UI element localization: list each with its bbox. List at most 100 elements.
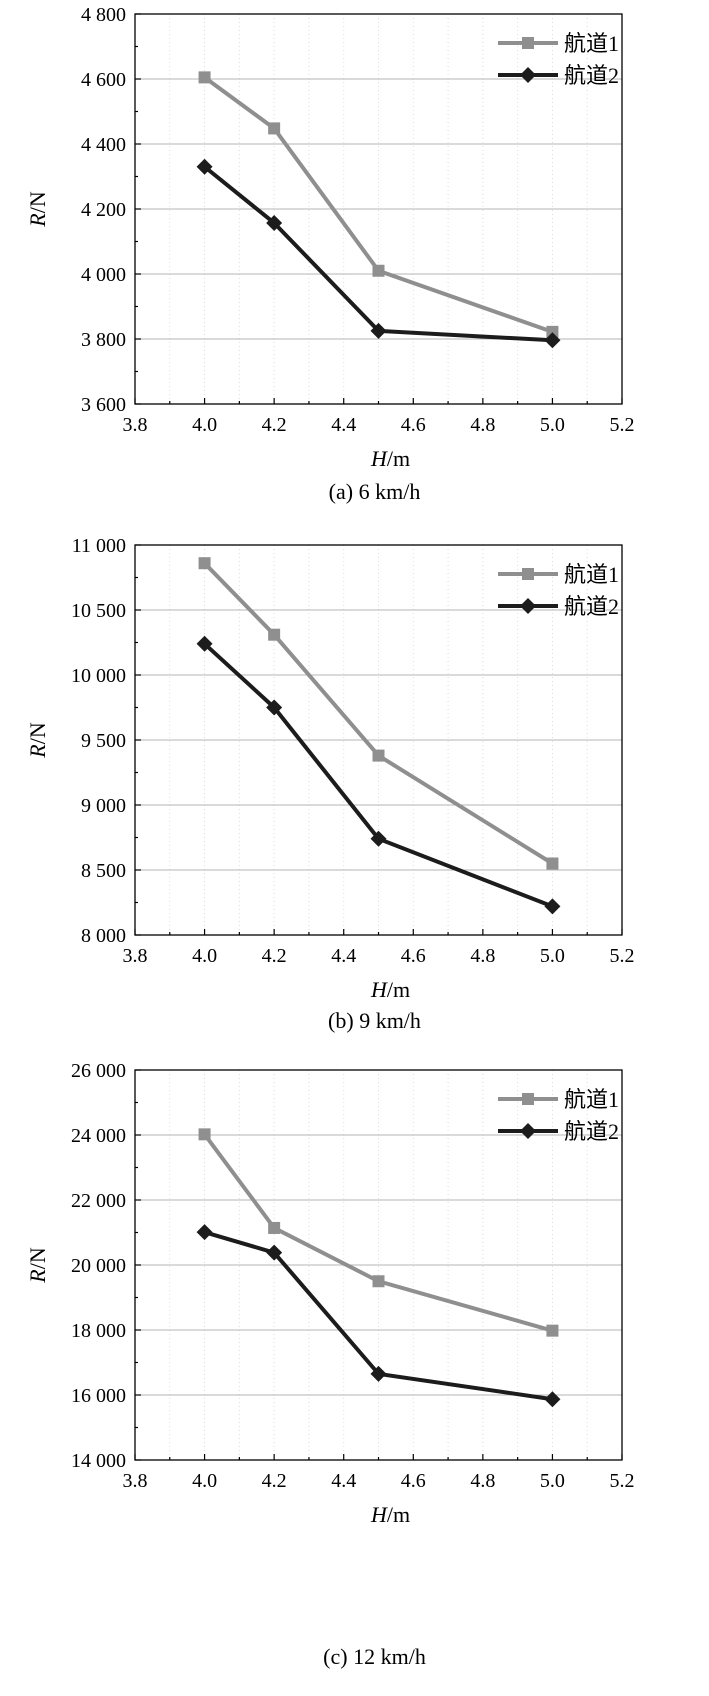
x-axis-label-variable: H [370, 446, 388, 471]
series-line-2 [204, 1230, 553, 1402]
x-tick-label: 4.4 [331, 414, 356, 436]
legend-marker-diamond [520, 67, 536, 83]
data-point-diamond [196, 635, 213, 652]
chart-caption: (b) 9 km/h [328, 1008, 421, 1033]
y-tick-label: 16 000 [71, 1385, 126, 1407]
legend-item-2: 航道2 [498, 63, 619, 88]
data-point-square [372, 264, 385, 277]
chart-caption: (c) 12 km/h [323, 1644, 426, 1669]
legend-label: 航道1 [564, 1087, 619, 1112]
y-tick-label: 3 800 [81, 329, 126, 351]
y-tick-label: 11 000 [72, 535, 126, 557]
data-point-diamond [266, 214, 283, 231]
y-tick-label: 10 000 [71, 665, 126, 687]
series-line-2 [203, 165, 553, 343]
legend-item-1: 航道1 [498, 562, 619, 587]
series-line-1 [203, 561, 554, 866]
y-axis-label-variable: R [25, 1269, 50, 1284]
y-tick-label: 9 000 [81, 795, 126, 817]
data-point-square [372, 1275, 385, 1288]
legend-item-1: 航道1 [498, 31, 619, 56]
x-axis-label: H/m [370, 977, 410, 1002]
data-point-square [372, 749, 385, 762]
x-axis-label-unit: /m [387, 446, 410, 471]
legend-item-2: 航道2 [498, 1119, 619, 1144]
x-tick-label: 5.2 [610, 1470, 635, 1492]
y-tick-label: 4 400 [81, 134, 126, 156]
y-axis-label: R/N [25, 722, 50, 759]
data-point-square [198, 1128, 211, 1141]
data-point-diamond [544, 1391, 561, 1408]
x-tick-label: 4.2 [262, 414, 287, 436]
y-axis-label-unit: /N [25, 722, 50, 744]
legend-item-1: 航道1 [498, 1087, 619, 1112]
x-axis-label: H/m [370, 1502, 410, 1527]
data-point-square [546, 1324, 559, 1337]
y-tick-label: 9 500 [81, 730, 126, 752]
y-tick-label: 26 000 [71, 1060, 126, 1082]
data-point-diamond [370, 830, 387, 847]
legend-label: 航道1 [564, 31, 619, 56]
y-axis-label-variable: R [25, 744, 50, 759]
y-tick-label: 4 000 [81, 264, 126, 286]
y-tick-label: 24 000 [71, 1125, 126, 1147]
x-tick-label: 4.0 [192, 945, 217, 967]
y-axis-label-unit: /N [25, 191, 50, 213]
data-point-diamond [544, 898, 561, 915]
y-axis-label-unit: /N [25, 1247, 50, 1269]
x-tick-label: 4.4 [331, 945, 356, 967]
x-axis-label-unit: /m [387, 977, 410, 1002]
x-tick-label: 4.4 [331, 1470, 356, 1492]
y-tick-label: 3 600 [81, 394, 126, 416]
legend-marker-square [522, 1093, 534, 1105]
y-tick-label: 4 200 [81, 199, 126, 221]
chart-panel-1: 3.8 4.0 4.2 4.4 4.6 4.8 5.0 5.2 3 600 3 800 4 000 4… [25, 4, 635, 504]
y-tick-label: 8 500 [81, 860, 126, 882]
legend-marker-diamond [520, 598, 536, 614]
legend-label: 航道2 [564, 594, 619, 619]
y-axis-label: R/N [25, 191, 50, 228]
y-tick-label: 22 000 [71, 1190, 126, 1212]
legend-item-2: 航道2 [498, 594, 619, 619]
y-tick-label: 18 000 [71, 1320, 126, 1342]
x-tick-label: 3.8 [123, 1470, 148, 1492]
x-tick-label: 5.2 [610, 414, 635, 436]
y-tick-label: 4 600 [81, 69, 126, 91]
x-axis-label-variable: H [370, 977, 388, 1002]
legend-label: 航道2 [564, 1119, 619, 1144]
x-axis-label: H/m [370, 446, 410, 471]
data-point-square [268, 628, 281, 641]
legend-label: 航道2 [564, 63, 619, 88]
series-line-1 [203, 75, 554, 334]
y-tick-label: 20 000 [71, 1255, 126, 1277]
y-tick-label: 4 800 [81, 4, 126, 26]
data-point-square [546, 325, 559, 338]
data-point-square [546, 857, 559, 870]
y-tick-label: 8 000 [81, 925, 126, 947]
x-tick-label: 4.8 [470, 1470, 495, 1492]
data-point-square [198, 71, 211, 84]
x-tick-label: 5.0 [540, 1470, 565, 1492]
x-tick-label: 4.6 [401, 945, 426, 967]
legend-marker-square [522, 568, 534, 580]
series-line-2 [203, 642, 554, 909]
legend-marker-square [522, 37, 534, 49]
y-axis-label-variable: R [25, 213, 50, 228]
x-tick-label: 5.0 [540, 414, 565, 436]
x-tick-label: 4.6 [401, 414, 426, 436]
data-point-diamond [196, 1224, 213, 1241]
x-tick-label: 4.0 [192, 414, 217, 436]
data-point-diamond [196, 158, 213, 175]
y-tick-label: 14 000 [71, 1450, 126, 1472]
x-tick-label: 4.8 [470, 414, 495, 436]
x-tick-label: 5.2 [610, 945, 635, 967]
x-tick-label: 3.8 [123, 945, 148, 967]
chart-panel-3: 3.8 4.0 4.2 4.4 4.6 4.8 5.0 5.2 14 000 16 000 18 0… [25, 1060, 635, 1669]
x-tick-label: 4.2 [262, 1470, 287, 1492]
data-point-diamond [266, 699, 283, 716]
data-point-square [268, 1221, 281, 1234]
x-tick-label: 5.0 [540, 945, 565, 967]
data-point-diamond [266, 1244, 283, 1261]
